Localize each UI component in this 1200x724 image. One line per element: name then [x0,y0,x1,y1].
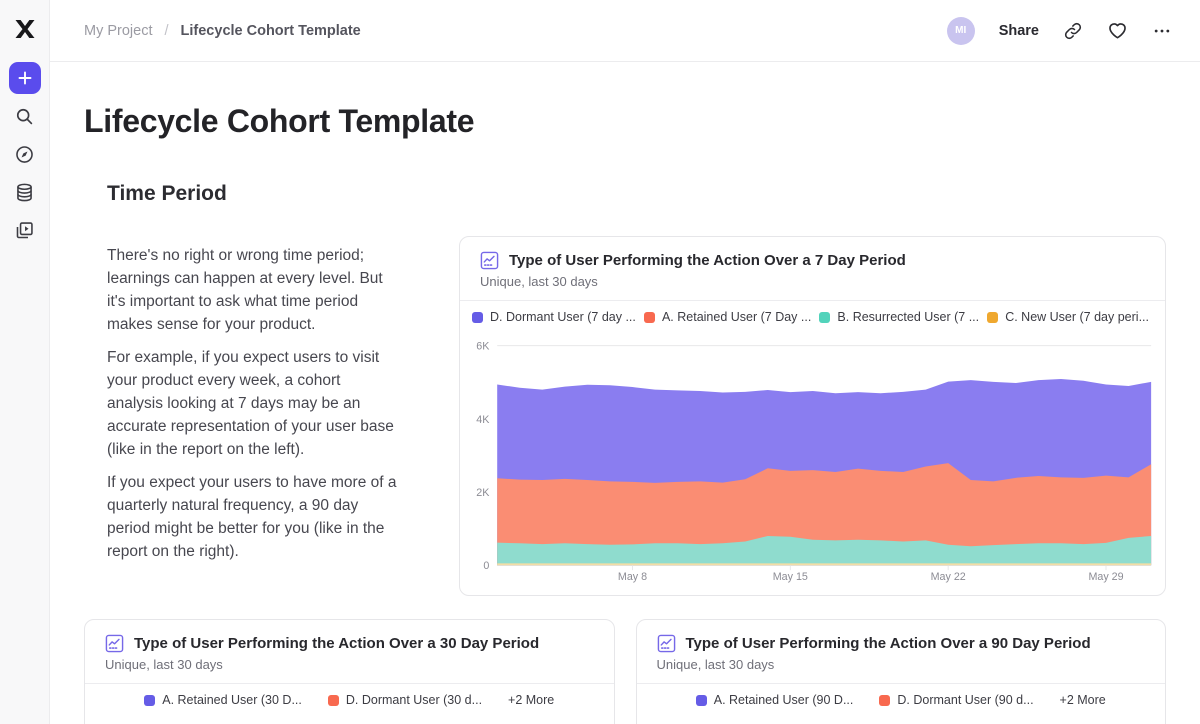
breadcrumb-separator: / [164,22,169,39]
chart-legend: A. Retained User (90 D... D. Dormant User… [637,684,1166,709]
area-series[interactable] [497,563,1152,566]
paragraph: If you expect your users to have more of… [107,474,397,560]
chart-card-7-day: Type of User Performing the Action Over … [459,236,1166,596]
legend-swatch-icon [879,694,891,706]
compass-icon[interactable] [9,138,41,170]
legend-swatch-icon [327,694,339,706]
legend-label: D. Dormant User (30 d... [345,693,483,707]
favorite-heart-icon[interactable] [1107,20,1128,41]
legend-more-button[interactable]: +2 More [508,693,555,707]
line-chart-icon [105,634,124,653]
card-subtitle: Unique, last 30 days [105,657,223,672]
breadcrumb-project-link[interactable]: My Project [84,22,153,39]
area-chart-svg[interactable]: 0 2K 4K 6K May 8 May 15 May 22 May 29 [464,332,1157,584]
chart-legend: D. Dormant User (7 day ... A. Retained Us… [460,301,1165,326]
topbar: My Project / Lifecycle Cohort Template M… [50,0,1200,62]
database-icon[interactable] [9,176,41,208]
legend-swatch-icon [819,311,831,323]
card-subtitle: Unique, last 30 days [656,657,775,672]
legend-label: A. Retained User (90 D... [713,693,854,707]
card-title[interactable]: Type of User Performing the Action Over … [509,252,906,269]
card-header: Type of User Performing the Action Over … [636,620,1165,684]
card-header: Type of User Performing the Action Over … [85,620,614,684]
area-series[interactable] [497,463,1152,566]
card-header: Type of User Performing the Action Over … [460,237,1165,301]
legend-label: C. New User (7 day peri... [1005,310,1149,324]
board-content: Lifecycle Cohort Template Time Period Th… [50,62,1200,724]
description-text: There's no right or wrong time period; l… [107,236,400,596]
section-heading: Time Period [107,182,227,205]
line-chart-icon [657,634,676,653]
legend-label: A. Retained User (30 D... [162,693,302,707]
sidebar [0,0,50,724]
legend-item[interactable]: D. Dormant User (30 d... [327,693,483,707]
legend-item[interactable]: B. Resurrected User (7 ... [819,310,979,324]
legend-label: B. Resurrected User (7 ... [837,310,980,324]
area-chart[interactable]: 0 2K 4K 6K May 8 May 15 May 22 May 29 [460,326,1165,586]
legend-item[interactable]: D. Dormant User (7 day ... [472,310,636,324]
card-title[interactable]: Type of User Performing the Action Over … [134,635,540,652]
legend-swatch-icon [643,311,655,323]
avatar[interactable]: MI [946,16,975,45]
mixpanel-logo[interactable] [11,14,39,44]
x-axis-tick: May 15 [773,571,808,583]
legend-label: A. Retained User (7 Day ... [661,310,812,324]
legend-swatch-icon [472,311,483,323]
line-chart-icon [480,251,499,270]
paragraph: For example, if you expect users to visi… [107,349,394,458]
boards-icon[interactable] [9,214,41,246]
legend-swatch-icon [987,311,999,323]
create-new-button[interactable] [8,62,41,94]
breadcrumb: My Project / Lifecycle Cohort Template [84,23,361,39]
card-subtitle: Unique, last 30 days [480,274,598,289]
chart-card-30-day: Type of User Performing the Action Over … [84,619,615,724]
legend-swatch-icon [695,694,707,706]
chart-card-90-day: Type of User Performing the Action Over … [635,619,1166,724]
page-title: Lifecycle Cohort Template [84,103,475,139]
legend-item[interactable]: A. Retained User (7 Day ... [643,310,812,324]
legend-item[interactable]: C. New User (7 day peri... [987,310,1149,324]
more-options-icon[interactable] [1152,21,1172,41]
x-axis-tick: May 22 [931,571,966,583]
paragraph: There's no right or wrong time period; l… [107,247,383,333]
x-axis-tick: May 8 [618,571,647,583]
share-button[interactable]: Share [998,22,1039,39]
legend-more-button[interactable]: +2 More [1059,693,1106,707]
area-series[interactable] [497,535,1152,566]
copy-link-icon[interactable] [1063,21,1083,41]
partial-plot: 1.5K [85,709,614,724]
breadcrumb-current-page: Lifecycle Cohort Template [180,22,361,39]
y-axis-tick: 4K [476,414,490,426]
partial-plot: 25K [637,709,1166,724]
legend-item[interactable]: A. Retained User (30 D... [144,693,302,707]
card-title[interactable]: Type of User Performing the Action Over … [685,635,1091,652]
legend-swatch-icon [144,694,156,706]
legend-label: D. Dormant User (90 d... [897,693,1034,707]
legend-item[interactable]: D. Dormant User (90 d... [879,693,1034,707]
topbar-actions: MI Share [946,16,1172,45]
y-axis-tick: 6K [476,341,490,353]
chart-legend: A. Retained User (30 D... D. Dormant User… [85,684,614,709]
x-axis-tick: May 29 [1088,571,1123,583]
search-icon[interactable] [9,100,41,132]
legend-item[interactable]: A. Retained User (90 D... [695,693,854,707]
legend-label: D. Dormant User (7 day ... [490,310,636,324]
y-axis-tick: 2K [476,487,490,499]
y-axis-tick: 0 [483,560,489,572]
